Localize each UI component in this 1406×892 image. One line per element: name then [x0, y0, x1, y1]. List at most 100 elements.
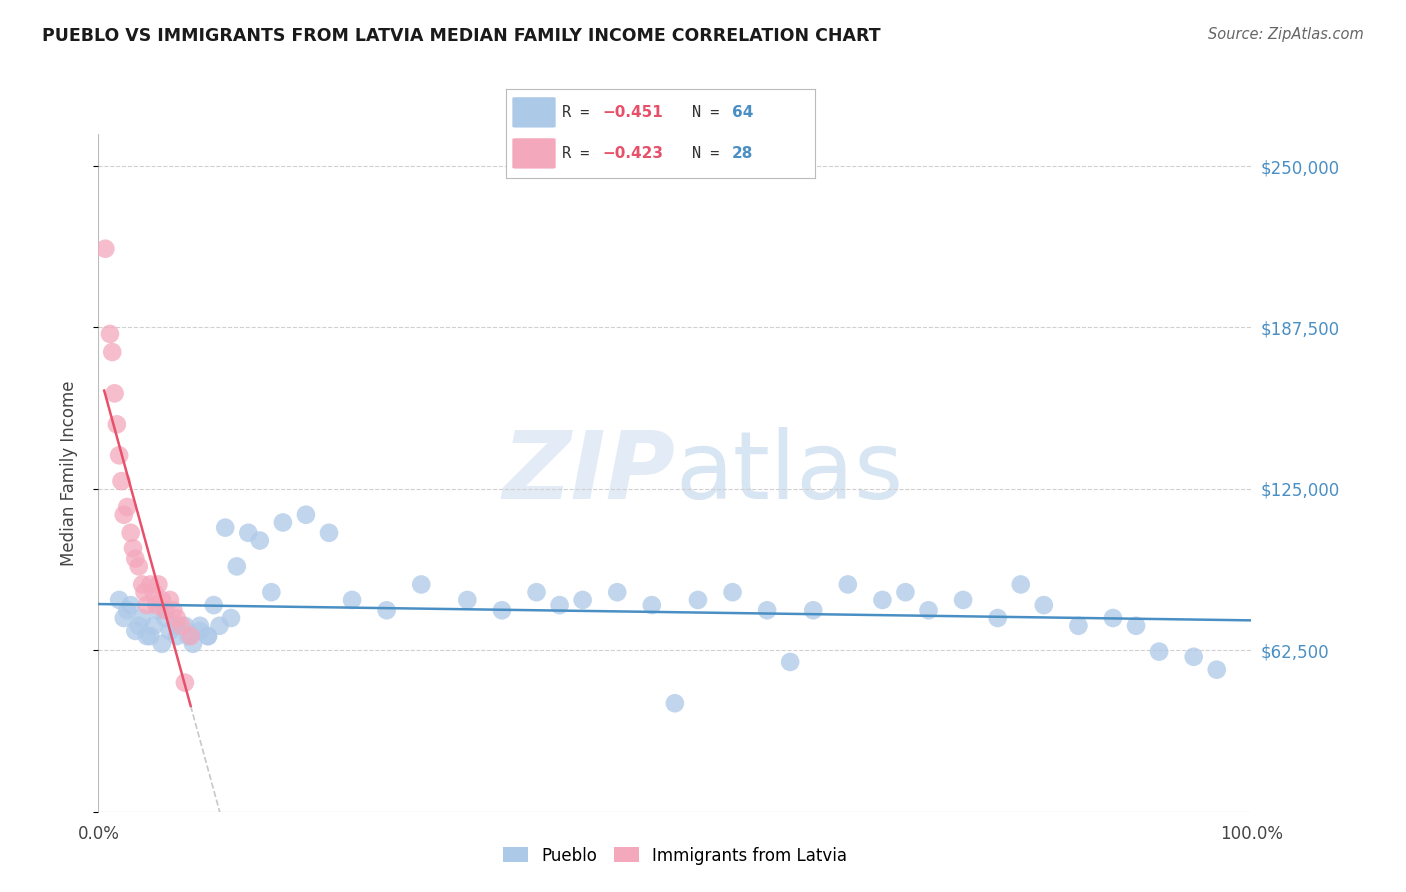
Point [159, 593, 181, 607]
Point [112, 508, 135, 522]
Point [120, 598, 142, 612]
Point [548, 598, 571, 612]
Point [177, 629, 200, 643]
Point [987, 611, 1010, 625]
Point [1147, 644, 1170, 658]
Text: N =: N = [692, 146, 728, 161]
Text: 64: 64 [733, 105, 754, 120]
Point [174, 619, 197, 633]
Point [166, 619, 188, 633]
Point [456, 593, 478, 607]
Point [180, 629, 202, 643]
Point [101, 345, 124, 359]
Text: R =: R = [562, 146, 599, 161]
Point [571, 593, 593, 607]
Point [664, 696, 686, 710]
Point [170, 619, 193, 633]
Point [1102, 611, 1125, 625]
Point [139, 577, 162, 591]
Point [197, 629, 219, 643]
Point [952, 593, 974, 607]
Point [1182, 649, 1205, 664]
Point [174, 675, 197, 690]
Point [894, 585, 917, 599]
Point [112, 611, 135, 625]
Point [249, 533, 271, 548]
Point [1205, 663, 1227, 677]
Point [202, 598, 225, 612]
Point [128, 559, 150, 574]
Text: 28: 28 [733, 146, 754, 161]
Point [124, 551, 146, 566]
Text: PUEBLO VS IMMIGRANTS FROM LATVIA MEDIAN FAMILY INCOME CORRELATION CHART: PUEBLO VS IMMIGRANTS FROM LATVIA MEDIAN … [42, 27, 880, 45]
Point [375, 603, 398, 617]
Point [145, 598, 167, 612]
Point [108, 448, 131, 462]
Point [340, 593, 363, 607]
Point [131, 611, 153, 625]
Point [94, 242, 117, 256]
Point [872, 593, 894, 607]
Legend: Pueblo, Immigrants from Latvia: Pueblo, Immigrants from Latvia [496, 840, 853, 871]
Point [110, 474, 132, 488]
Point [1010, 577, 1032, 591]
Point [166, 629, 188, 643]
Point [148, 603, 170, 617]
Text: R =: R = [562, 105, 599, 120]
Point [139, 629, 162, 643]
Point [128, 619, 150, 633]
Text: Source: ZipAtlas.com: Source: ZipAtlas.com [1208, 27, 1364, 42]
Point [756, 603, 779, 617]
Point [1125, 619, 1147, 633]
Point [134, 585, 156, 599]
Point [142, 585, 165, 599]
Point [117, 500, 139, 514]
Point [120, 525, 142, 540]
Point [295, 508, 318, 522]
Point [1067, 619, 1090, 633]
Point [155, 611, 177, 625]
Point [686, 593, 709, 607]
Point [122, 541, 145, 556]
Point [491, 603, 513, 617]
Point [208, 619, 231, 633]
Point [641, 598, 664, 612]
Point [135, 598, 157, 612]
Point [188, 624, 211, 638]
Text: −0.451: −0.451 [602, 105, 662, 120]
Point [219, 611, 242, 625]
Point [124, 624, 146, 638]
Point [135, 629, 157, 643]
FancyBboxPatch shape [512, 138, 555, 169]
Point [181, 637, 204, 651]
Point [225, 559, 247, 574]
Point [1032, 598, 1054, 612]
Point [150, 593, 173, 607]
Point [801, 603, 824, 617]
Text: −0.423: −0.423 [602, 146, 664, 161]
Point [142, 619, 165, 633]
Text: N =: N = [692, 105, 728, 120]
Point [155, 603, 177, 617]
Point [411, 577, 433, 591]
Point [150, 637, 173, 651]
Text: atlas: atlas [675, 426, 903, 519]
Point [131, 577, 153, 591]
Point [779, 655, 801, 669]
Point [98, 326, 121, 341]
Y-axis label: Median Family Income: Median Family Income [59, 380, 77, 566]
Point [159, 624, 181, 638]
Point [721, 585, 744, 599]
Text: ZIP: ZIP [502, 426, 675, 519]
Point [188, 619, 211, 633]
Point [148, 577, 170, 591]
Point [271, 516, 294, 530]
Point [238, 525, 260, 540]
Point [526, 585, 548, 599]
Point [117, 603, 139, 617]
FancyBboxPatch shape [512, 97, 555, 128]
Point [162, 603, 184, 617]
Point [105, 417, 128, 432]
Point [197, 629, 219, 643]
Point [166, 611, 188, 625]
